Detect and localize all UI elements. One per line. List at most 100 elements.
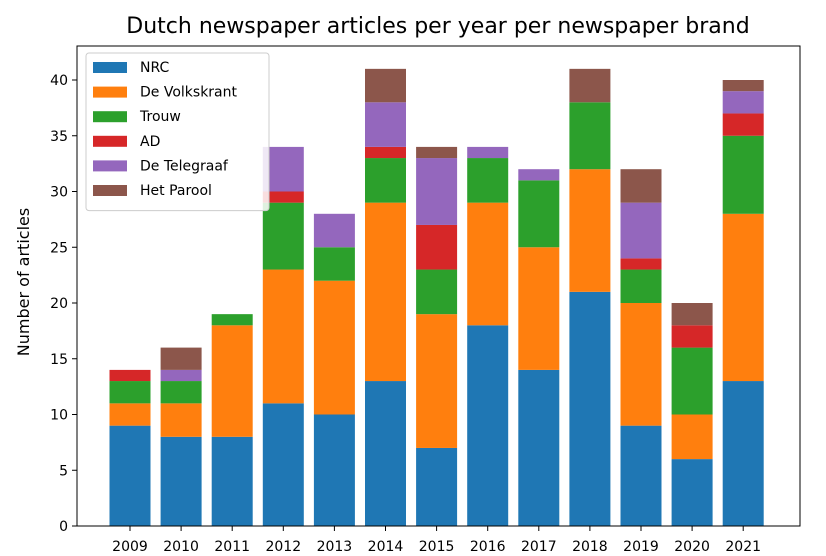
x-tick-label: 2021 [725, 539, 761, 555]
legend-label-de-volkskrant: De Volkskrant [140, 85, 238, 101]
bar-de-telegraaf-2021 [722, 91, 764, 114]
y-tick-label: 35 [50, 129, 68, 145]
x-tick-label: 2011 [214, 539, 250, 555]
x-tick-label: 2009 [112, 539, 148, 555]
bar-de-volkskrant-2016 [467, 202, 509, 326]
bar-trouw-2011 [211, 314, 253, 326]
legend-swatch-ad [93, 135, 127, 147]
bar-de-volkskrant-2020 [671, 414, 713, 460]
x-tick-label: 2017 [521, 539, 557, 555]
bar-het-parool-2018 [569, 68, 611, 103]
bar-de-volkskrant-2012 [262, 269, 304, 404]
x-tick-label: 2010 [163, 539, 199, 555]
legend-swatch-het-parool [93, 185, 127, 196]
y-tick-label: 10 [50, 408, 68, 424]
bar-nrc-2013 [313, 414, 355, 526]
bar-ad-2019 [620, 258, 662, 270]
x-tick-label: 2019 [623, 539, 659, 555]
bar-trouw-2021 [722, 135, 764, 214]
bar-de-telegraaf-2013 [313, 213, 355, 248]
bar-de-volkskrant-2011 [211, 325, 253, 437]
bar-nrc-2016 [467, 325, 509, 526]
bar-nrc-2012 [262, 403, 304, 526]
bar-ad-2015 [416, 224, 458, 270]
bar-nrc-2018 [569, 291, 611, 526]
x-tick-label: 2012 [265, 539, 301, 555]
bar-trouw-2009 [109, 381, 151, 404]
bar-nrc-2015 [416, 447, 458, 526]
x-tick-label: 2013 [317, 539, 353, 555]
bar-de-telegraaf-2016 [467, 146, 509, 159]
bar-nrc-2021 [722, 381, 764, 526]
bar-trouw-2016 [467, 158, 509, 203]
bar-trouw-2018 [569, 102, 611, 170]
bar-trouw-2020 [671, 347, 713, 415]
legend-swatch-trouw [93, 111, 127, 123]
bar-ad-2012 [262, 191, 304, 203]
y-tick-label: 30 [50, 185, 68, 201]
bar-nrc-2010 [160, 436, 202, 526]
bar-het-parool-2015 [416, 146, 458, 159]
bar-de-telegraaf-2015 [416, 158, 458, 225]
x-axis: 2009 2010 2011 2012 2013 2014 2015 2016 2017 2018… [112, 526, 761, 555]
y-tick-label: 40 [50, 73, 68, 89]
bar-de-volkskrant-2013 [313, 280, 355, 415]
bar-de-volkskrant-2010 [160, 403, 202, 437]
legend: NRC De Volkskrant Trouw AD De Telegraaf Het P… [85, 52, 270, 212]
bar-het-parool-2019 [620, 169, 662, 203]
bar-trouw-2017 [518, 180, 560, 248]
bar-trouw-2015 [416, 269, 458, 315]
x-tick-label: 2020 [674, 539, 710, 555]
bar-ad-2021 [722, 113, 764, 136]
bar-de-volkskrant-2019 [620, 303, 662, 426]
bars-layer [109, 68, 764, 526]
bar-ad-2020 [671, 325, 713, 348]
bar-trouw-2012 [262, 202, 304, 270]
y-axis: 0 5 10 15 20 25 30 35 40 [50, 73, 77, 535]
plot-frame [76, 45, 801, 527]
bar-het-parool-2021 [722, 80, 764, 92]
legend-swatch-de-telegraaf [93, 160, 127, 172]
legend-swatch-de-volkskrant [93, 86, 127, 98]
legend-label-het-parool: Het Parool [140, 183, 212, 199]
bar-de-volkskrant-2018 [569, 169, 611, 292]
bar-nrc-2019 [620, 425, 662, 526]
bar-trouw-2019 [620, 269, 662, 303]
bar-de-telegraaf-2017 [518, 169, 560, 181]
legend-swatch-nrc [93, 62, 127, 73]
bar-de-telegraaf-2012 [262, 146, 304, 192]
bar-nrc-2014 [365, 381, 406, 526]
y-tick-label: 15 [50, 352, 68, 368]
legend-label-de-telegraaf: De Telegraaf [140, 158, 229, 174]
x-tick-label: 2014 [368, 539, 404, 555]
legend-label-ad: AD [140, 134, 160, 150]
bar-ad-2014 [365, 146, 406, 159]
chart-title: Dutch newspaper articles per year per ne… [126, 14, 749, 39]
bar-de-telegraaf-2019 [620, 202, 662, 259]
legend-frame [85, 52, 270, 212]
bar-de-telegraaf-2010 [160, 369, 202, 382]
bar-nrc-2020 [671, 459, 713, 526]
bar-de-volkskrant-2021 [722, 213, 764, 382]
legend-label-trouw: Trouw [139, 109, 181, 125]
bar-de-volkskrant-2009 [109, 403, 151, 426]
bar-het-parool-2014 [365, 68, 406, 103]
bar-ad-2009 [109, 369, 151, 382]
y-axis-label: Number of articles [14, 208, 33, 356]
bar-trouw-2014 [365, 158, 406, 203]
bar-nrc-2017 [518, 369, 560, 526]
bar-de-telegraaf-2014 [365, 102, 406, 147]
legend-label-nrc: NRC [140, 60, 170, 76]
bar-de-volkskrant-2017 [518, 247, 560, 370]
bar-de-volkskrant-2015 [416, 314, 458, 448]
y-tick-label: 5 [59, 463, 68, 479]
y-tick-label: 25 [50, 240, 68, 256]
x-tick-label: 2016 [470, 539, 506, 555]
bar-nrc-2011 [211, 436, 253, 526]
bar-het-parool-2010 [160, 347, 202, 370]
bar-het-parool-2020 [671, 303, 713, 326]
y-tick-label: 0 [59, 519, 68, 535]
bar-trouw-2013 [313, 247, 355, 281]
x-tick-label: 2018 [572, 539, 608, 555]
